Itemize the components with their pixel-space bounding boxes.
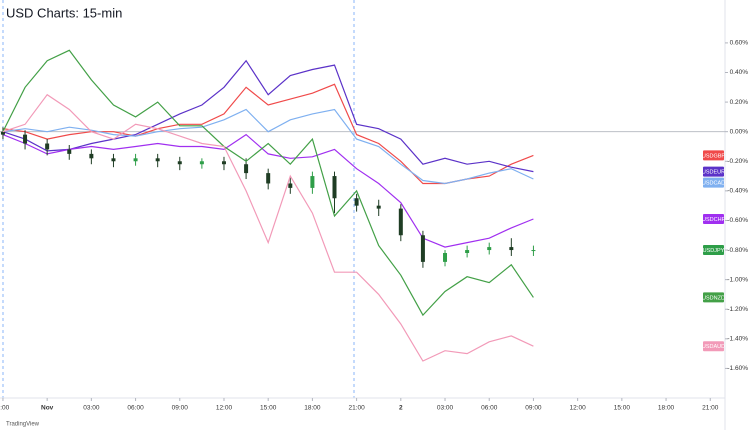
x-tick-label: 18:00 — [658, 405, 675, 412]
chart-title: USD Charts: 15-min — [6, 5, 122, 20]
x-tick-label: 12:00 — [216, 405, 233, 412]
x-tick-label: 03:00 — [83, 405, 100, 412]
candle-body — [221, 161, 226, 165]
x-tick-label: 15:00 — [614, 405, 631, 412]
candle-body — [420, 235, 425, 262]
x-tick-label: 1:00 — [0, 405, 10, 412]
candle-body — [398, 208, 403, 236]
y-tick-label: 0.20% — [730, 99, 749, 106]
series-line — [2, 59, 534, 173]
x-tick-label: 06:00 — [481, 405, 498, 412]
series-tag-label: USDCAD — [702, 181, 725, 187]
y-tick-label: -0.80% — [727, 247, 748, 254]
candle-body — [465, 250, 470, 254]
candle-body — [89, 153, 94, 159]
y-tick-label: 0.60% — [730, 40, 749, 47]
x-tick-label: 21:00 — [348, 405, 365, 412]
candle-body — [177, 161, 182, 165]
series-tag — [703, 245, 724, 256]
candle-body — [288, 183, 293, 188]
series-tag-label: USDNZD — [702, 295, 725, 301]
candle-body — [155, 158, 160, 162]
footer: TradingView — [6, 422, 40, 428]
candle-body — [487, 247, 492, 251]
series-line — [2, 108, 534, 185]
series-tag — [703, 213, 724, 224]
series-tag-label: USDGBP — [702, 153, 726, 159]
candle-body — [266, 173, 271, 184]
x-tick-label: 21:00 — [702, 405, 719, 412]
y-tick-label: -1.40% — [727, 336, 748, 343]
candle-body — [376, 205, 381, 209]
series-tag-label: USDCHF — [702, 217, 726, 223]
series-tag — [703, 177, 724, 188]
y-tick-label: 0.40% — [730, 69, 749, 76]
series-tag — [703, 166, 724, 177]
y-tick-label: -1.60% — [727, 365, 748, 372]
candle-body — [531, 250, 536, 252]
series-line — [2, 49, 534, 317]
y-tick-label: -1.00% — [727, 276, 748, 283]
candle-body — [0, 131, 5, 135]
x-tick-label: Nov — [41, 405, 54, 412]
y-tick-label: -0.60% — [727, 217, 748, 224]
x-tick-label: 15:00 — [260, 405, 277, 412]
y-tick-label: 0.00% — [730, 128, 749, 135]
candle-body — [23, 134, 28, 144]
series-tag-label: USDJPY — [703, 248, 725, 254]
candle-body — [111, 158, 116, 162]
series-tag — [703, 150, 724, 161]
candle-body — [332, 176, 337, 199]
candle-body — [67, 149, 72, 154]
x-tick-label: 18:00 — [304, 405, 321, 412]
series-tag-label: USDAUD — [702, 344, 725, 350]
candle-body — [443, 253, 448, 262]
candle-body — [244, 164, 249, 174]
x-tick-label: 2 — [399, 405, 403, 412]
x-tick-label: 09:00 — [525, 405, 542, 412]
series-tag — [703, 341, 724, 352]
x-tick-label: 12:00 — [570, 405, 587, 412]
y-tick-label: -1.20% — [727, 306, 748, 313]
candle-body — [310, 176, 315, 188]
series-line — [2, 93, 534, 362]
candle-body — [199, 161, 204, 165]
candle-body — [354, 198, 359, 206]
candle-body — [133, 158, 138, 162]
series-tag-label: USDEUR — [702, 170, 725, 176]
y-tick-label: -0.20% — [727, 158, 748, 165]
x-tick-label: 09:00 — [172, 405, 189, 412]
candle-body — [509, 247, 514, 251]
plot: 0.60% 0.40% 0.20% 0.00% -0.20% -0.40% -0.60% -0… — [0, 40, 748, 412]
series-line — [2, 133, 534, 248]
x-tick-label: 03:00 — [437, 405, 454, 412]
candle-body — [45, 143, 50, 150]
series-tag — [703, 292, 724, 303]
x-tick-label: 06:00 — [127, 405, 144, 412]
y-tick-label: -0.40% — [727, 188, 748, 195]
